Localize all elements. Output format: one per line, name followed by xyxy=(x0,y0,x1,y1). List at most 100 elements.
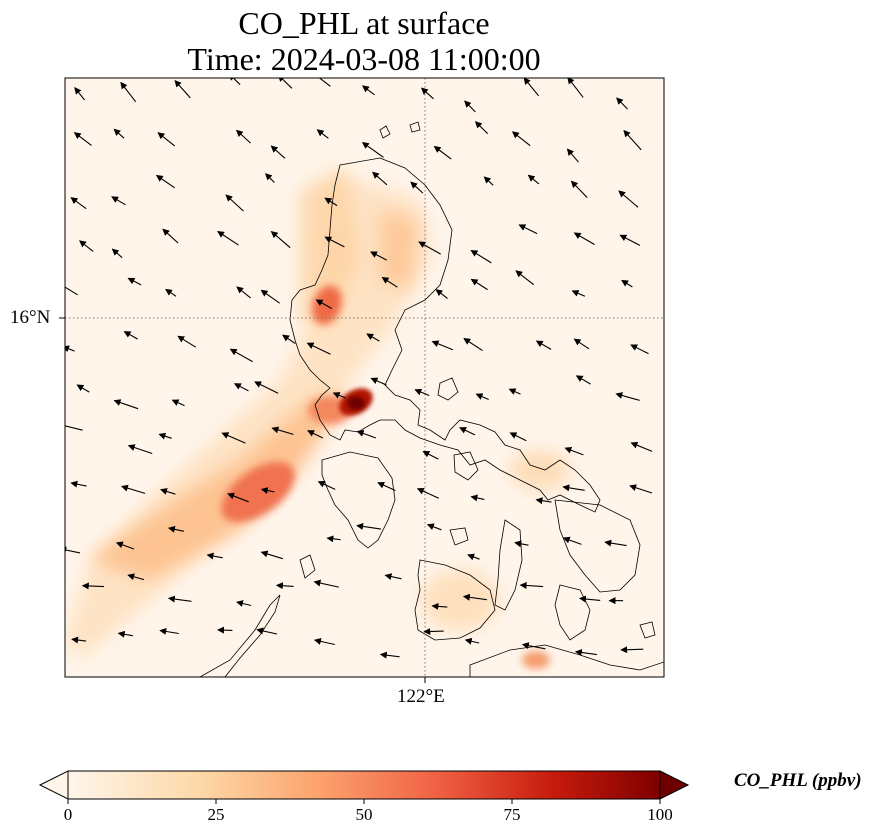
map-frame xyxy=(64,77,665,678)
wind-arrow xyxy=(167,525,185,533)
plume-north-hot xyxy=(312,285,342,325)
wind-arrow xyxy=(618,190,639,208)
wind-arrow xyxy=(370,251,387,261)
wind-arrow xyxy=(361,142,384,158)
coast-islet-7 xyxy=(639,621,656,639)
wind-arrow xyxy=(564,446,584,456)
wind-arrow xyxy=(313,637,335,646)
wind-arrow xyxy=(228,78,241,86)
wind-arrow xyxy=(160,488,176,495)
wind-arrow xyxy=(65,546,81,554)
wind-arrow xyxy=(615,392,640,401)
plume-north xyxy=(300,170,360,330)
coast-samar xyxy=(554,499,641,593)
wind-arrow xyxy=(575,375,591,385)
colorbar-ticks xyxy=(67,799,661,804)
wind-arrow xyxy=(127,277,142,286)
wind-arrow xyxy=(619,234,641,246)
coast-islet-6 xyxy=(449,527,469,546)
wind-arrow xyxy=(236,600,252,607)
concentration-field xyxy=(65,78,664,677)
wind-arrow xyxy=(573,232,595,245)
wind-arrow xyxy=(621,279,633,288)
wind-arrow xyxy=(578,595,601,603)
wind-arrow xyxy=(470,278,488,291)
lon-label: 122°E xyxy=(397,686,445,707)
wind-arrow xyxy=(414,388,430,397)
wind-arrow xyxy=(381,276,398,288)
wind-arrow xyxy=(306,342,331,355)
wind-arrow xyxy=(65,425,83,431)
coast-mindoro xyxy=(321,451,396,549)
wind-arrow xyxy=(233,383,249,392)
wind-arrow xyxy=(65,345,75,353)
plume-manila-core xyxy=(347,396,365,410)
wind-arrow xyxy=(254,381,279,394)
wind-arrow xyxy=(377,481,396,492)
wind-arrow xyxy=(177,335,197,348)
wind-vectors xyxy=(65,78,653,659)
wind-arrow xyxy=(514,540,529,548)
wind-arrow xyxy=(604,539,627,547)
colorbar-extend-min xyxy=(38,770,69,800)
wind-arrow xyxy=(573,338,590,350)
colorbar-tick-100: 100 xyxy=(647,805,673,824)
wind-arrow xyxy=(127,573,145,581)
wind-arrow xyxy=(127,444,153,455)
wind-arrow xyxy=(464,637,480,645)
wind-arrow xyxy=(324,236,345,248)
colorbar-body xyxy=(67,770,661,800)
wind-arrow xyxy=(418,241,441,255)
wind-arrow xyxy=(508,388,521,395)
wind-arrow xyxy=(467,553,480,561)
wind-arrow xyxy=(459,427,476,436)
wind-arrow xyxy=(416,488,440,499)
wind-arrow xyxy=(307,430,324,439)
wind-arrow xyxy=(79,240,94,252)
plume-west-coast xyxy=(380,210,420,290)
wind-arrow xyxy=(313,579,339,588)
wind-arrow xyxy=(431,340,454,351)
wind-arrow xyxy=(431,602,448,610)
wind-arrow xyxy=(159,628,179,635)
coast-islet-1 xyxy=(453,451,479,481)
wind-arrow xyxy=(113,128,125,139)
coast-negros-cebu xyxy=(494,519,523,611)
coast-islet-2 xyxy=(437,377,459,401)
wind-arrow xyxy=(475,393,489,401)
colorbar-extend-max xyxy=(659,770,690,800)
lat-label: 16°N xyxy=(10,307,51,328)
map-title-line1: CO_PHL at surface xyxy=(238,5,490,41)
wind-arrow xyxy=(115,541,135,550)
wind-arrow xyxy=(155,174,176,189)
wind-arrow xyxy=(535,497,552,505)
wind-arrow xyxy=(227,492,249,503)
wind-arrow xyxy=(562,536,582,545)
wind-arrow xyxy=(117,630,133,638)
plume-mindanao xyxy=(420,570,500,630)
wind-arrow xyxy=(620,646,644,654)
wind-arrow xyxy=(113,399,139,410)
wind-arrow xyxy=(379,651,400,659)
wind-arrow xyxy=(574,649,597,656)
wind-arrow xyxy=(167,595,192,603)
wind-arrow xyxy=(420,87,434,100)
wind-arrow xyxy=(474,121,489,135)
wind-arrow xyxy=(123,331,138,340)
wind-arrow xyxy=(70,197,87,210)
wind-arrow xyxy=(236,286,251,299)
wind-arrow xyxy=(264,173,275,183)
wind-arrow xyxy=(270,145,286,159)
colorbar-tick-75: 75 xyxy=(503,805,521,824)
coast-palawan xyxy=(65,594,281,677)
wind-arrow xyxy=(162,228,179,244)
wind-arrow xyxy=(566,148,579,163)
wind-arrow xyxy=(326,535,341,543)
wind-arrow xyxy=(535,340,552,350)
wind-arrow xyxy=(423,628,444,636)
coast-islet-3 xyxy=(299,554,316,579)
wind-arrow xyxy=(206,552,223,560)
wind-arrow xyxy=(120,81,137,103)
wind-arrow xyxy=(73,132,92,146)
